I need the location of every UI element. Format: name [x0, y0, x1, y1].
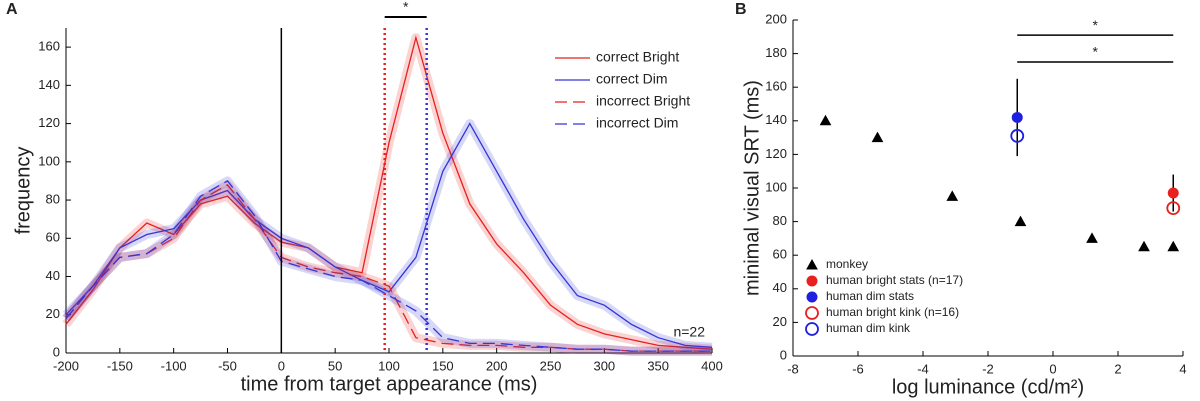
legend-label: incorrect Dim [596, 115, 678, 131]
legend-label: correct Dim [596, 71, 668, 87]
x-tick-label: 0 [278, 358, 285, 373]
x-tick-label: 50 [328, 358, 342, 373]
marker [1014, 215, 1027, 227]
legend-label: human dim stats [826, 289, 914, 303]
series-line [65, 35, 713, 350]
legend-marker [806, 275, 818, 287]
x-tick-label: 4 [1179, 361, 1186, 376]
marker [1011, 111, 1023, 123]
series-line [65, 180, 712, 352]
x-tick-label: -4 [917, 361, 929, 376]
x-tick-label: -50 [218, 358, 237, 373]
x-tick-label: 400 [701, 358, 723, 373]
x-axis-label: log luminance (cd/m²) [892, 376, 1084, 398]
legend-label: human bright kink (n=16) [826, 305, 959, 319]
error-band [62, 176, 712, 356]
y-tick-label: 140 [38, 77, 60, 92]
x-tick-label: -150 [107, 358, 133, 373]
y-tick-label: 100 [765, 179, 787, 194]
x-tick-label: -2 [982, 361, 994, 376]
y-tick-label: 200 [765, 11, 787, 26]
y-tick-label: 120 [765, 146, 787, 161]
series-line [65, 183, 712, 352]
marker [1167, 187, 1179, 199]
x-tick-label: -100 [161, 358, 187, 373]
y-tick-label: 60 [46, 230, 60, 245]
x-tick-label: -6 [852, 361, 864, 376]
y-tick-label: 0 [53, 344, 60, 359]
y-tick-label: 80 [773, 213, 787, 228]
legend-label: human dim kink [826, 321, 911, 335]
x-tick-label: 100 [378, 358, 400, 373]
significance-label: * [1093, 17, 1099, 33]
x-tick-label: -8 [787, 361, 799, 376]
legend-marker [805, 306, 819, 320]
panel-label: A [6, 1, 18, 18]
significance-label: * [403, 0, 409, 15]
x-tick-label: -200 [53, 358, 79, 373]
y-tick-label: 20 [773, 314, 787, 329]
x-tick-label: 0 [1049, 361, 1056, 376]
marker [1167, 240, 1180, 252]
x-tick-label: 250 [540, 358, 562, 373]
legend-label: human bright stats (n=17) [826, 273, 963, 287]
legend-marker [806, 258, 818, 270]
x-tick-label: 2 [1114, 361, 1121, 376]
y-tick-label: 160 [38, 39, 60, 54]
panel-label: B [735, 1, 747, 18]
y-axis-label: frequency [12, 147, 34, 235]
y-tick-label: 40 [46, 268, 60, 283]
marker [1138, 240, 1150, 252]
y-tick-label: 60 [773, 247, 787, 262]
y-tick-label: 180 [765, 45, 787, 60]
legend-marker [805, 322, 819, 336]
legend-label: monkey [826, 257, 868, 271]
y-tick-label: 160 [765, 79, 787, 94]
significance-label: * [1093, 44, 1099, 60]
y-tick-label: 140 [765, 112, 787, 127]
y-tick-label: 80 [46, 191, 60, 206]
y-tick-label: 100 [38, 153, 60, 168]
marker [819, 114, 832, 126]
marker [871, 131, 884, 143]
marker [1086, 232, 1098, 243]
y-tick-label: 20 [46, 306, 60, 321]
y-axis-label: minimal visual SRT (ms) [741, 80, 763, 296]
legend-label: correct Bright [596, 49, 679, 65]
legend-label: incorrect Bright [596, 93, 690, 109]
error-band [62, 180, 712, 356]
y-tick-label: 120 [38, 115, 60, 130]
annotation: n=22 [673, 324, 705, 340]
marker [1010, 129, 1025, 143]
y-tick-label: 0 [780, 347, 787, 362]
legend-marker [806, 291, 818, 303]
marker [946, 190, 959, 201]
x-tick-label: 150 [432, 358, 454, 373]
series-line [65, 122, 713, 348]
y-tick-label: 40 [773, 280, 787, 295]
x-tick-label: 200 [486, 358, 508, 373]
marker [1166, 201, 1181, 216]
x-tick-label: 350 [647, 358, 669, 373]
x-tick-label: 300 [593, 358, 615, 373]
x-axis-label: time from target appearance (ms) [241, 373, 538, 395]
